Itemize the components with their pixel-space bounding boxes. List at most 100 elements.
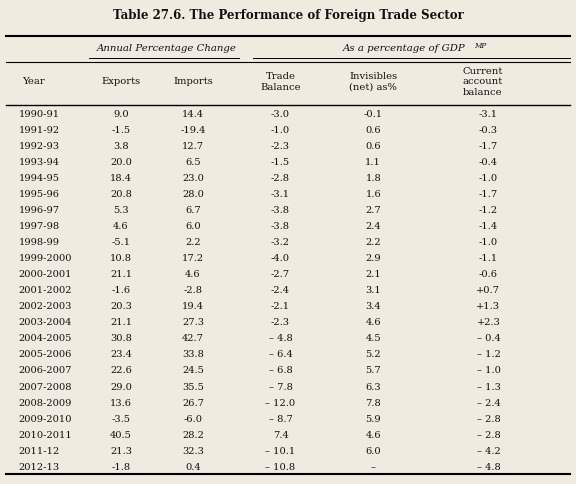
Text: 2008-2009: 2008-2009 [18, 398, 72, 407]
Text: 19.4: 19.4 [182, 302, 204, 311]
Text: – 2.8: – 2.8 [476, 430, 501, 439]
Text: – 4.2: – 4.2 [476, 446, 501, 455]
Text: -3.0: -3.0 [271, 109, 290, 119]
Text: -1.4: -1.4 [479, 222, 498, 230]
Text: -0.1: -0.1 [363, 109, 383, 119]
Text: 6.7: 6.7 [185, 206, 201, 214]
Text: MP: MP [475, 42, 487, 49]
Text: 5.2: 5.2 [365, 350, 381, 359]
Text: – 2.8: – 2.8 [476, 414, 501, 423]
Text: Table 27.6. The Performance of Foreign Trade Sector: Table 27.6. The Performance of Foreign T… [112, 9, 464, 22]
Text: 14.4: 14.4 [182, 109, 204, 119]
Text: – 6.4: – 6.4 [268, 350, 293, 359]
Text: 1990-91: 1990-91 [18, 109, 59, 119]
Text: 21.3: 21.3 [110, 446, 132, 455]
Text: -3.5: -3.5 [112, 414, 130, 423]
Text: -3.1: -3.1 [479, 109, 498, 119]
Text: -2.7: -2.7 [271, 270, 290, 279]
Text: 2.2: 2.2 [365, 238, 381, 247]
Text: -3.1: -3.1 [271, 190, 290, 198]
Text: 23.0: 23.0 [182, 174, 204, 182]
Text: – 10.1: – 10.1 [266, 446, 295, 455]
Text: 1993-94: 1993-94 [18, 158, 59, 166]
Text: -1.0: -1.0 [479, 174, 498, 182]
Text: -1.0: -1.0 [479, 238, 498, 247]
Text: 17.2: 17.2 [182, 254, 204, 263]
Text: -5.1: -5.1 [111, 238, 131, 247]
Text: – 6.8: – 6.8 [268, 366, 293, 375]
Text: -2.4: -2.4 [271, 286, 290, 295]
Text: 5.7: 5.7 [365, 366, 381, 375]
Text: -2.8: -2.8 [271, 174, 290, 182]
Text: 28.2: 28.2 [182, 430, 204, 439]
Text: -1.2: -1.2 [479, 206, 498, 214]
Text: 4.6: 4.6 [185, 270, 201, 279]
Text: 4.5: 4.5 [365, 333, 381, 343]
Text: 42.7: 42.7 [182, 333, 204, 343]
Text: 2006-2007: 2006-2007 [18, 366, 72, 375]
Text: 1997-98: 1997-98 [18, 222, 59, 230]
Text: – 0.4: – 0.4 [476, 333, 501, 343]
Text: 26.7: 26.7 [182, 398, 204, 407]
Text: 10.8: 10.8 [110, 254, 132, 263]
Text: 2005-2006: 2005-2006 [18, 350, 72, 359]
Text: 3.1: 3.1 [365, 286, 381, 295]
Text: 1999-2000: 1999-2000 [18, 254, 72, 263]
Text: 12.7: 12.7 [182, 141, 204, 151]
Text: 7.4: 7.4 [272, 430, 289, 439]
Text: -2.3: -2.3 [271, 318, 290, 327]
Text: -1.1: -1.1 [479, 254, 498, 263]
Text: 23.4: 23.4 [110, 350, 132, 359]
Text: -1.5: -1.5 [111, 125, 131, 135]
Text: As a percentage of GDP: As a percentage of GDP [343, 44, 466, 53]
Text: 30.8: 30.8 [110, 333, 132, 343]
Text: 0.6: 0.6 [365, 125, 381, 135]
Text: Current
account
balance: Current account balance [463, 67, 503, 97]
Text: -0.3: -0.3 [479, 125, 498, 135]
Text: – 10.8: – 10.8 [266, 462, 295, 471]
Text: 2.4: 2.4 [365, 222, 381, 230]
Text: -6.0: -6.0 [184, 414, 202, 423]
Text: 2.7: 2.7 [365, 206, 381, 214]
Text: 4.6: 4.6 [365, 430, 381, 439]
Text: 2003-2004: 2003-2004 [18, 318, 72, 327]
Text: 33.8: 33.8 [182, 350, 204, 359]
Text: – 7.8: – 7.8 [268, 382, 293, 391]
Text: -2.8: -2.8 [184, 286, 202, 295]
Text: 3.4: 3.4 [365, 302, 381, 311]
Text: 3.8: 3.8 [113, 141, 129, 151]
Text: 22.6: 22.6 [110, 366, 132, 375]
Text: 6.3: 6.3 [365, 382, 381, 391]
Text: 21.1: 21.1 [110, 270, 132, 279]
Text: Invisibles
(net) as%: Invisibles (net) as% [349, 72, 397, 91]
Text: +1.3: +1.3 [476, 302, 501, 311]
Text: 1.1: 1.1 [365, 158, 381, 166]
Text: -1.6: -1.6 [111, 286, 131, 295]
Text: Imports: Imports [173, 77, 213, 86]
Text: 2010-2011: 2010-2011 [18, 430, 72, 439]
Text: 1992-93: 1992-93 [18, 141, 59, 151]
Text: +0.7: +0.7 [476, 286, 501, 295]
Text: Trade
Balance: Trade Balance [260, 72, 301, 91]
Text: 1.6: 1.6 [365, 190, 381, 198]
Text: 2.9: 2.9 [365, 254, 381, 263]
Text: -2.1: -2.1 [271, 302, 290, 311]
Text: 1994-95: 1994-95 [18, 174, 59, 182]
Text: 5.9: 5.9 [365, 414, 381, 423]
Text: 1995-96: 1995-96 [18, 190, 59, 198]
Text: Annual Percentage Change: Annual Percentage Change [97, 44, 237, 53]
Text: -1.8: -1.8 [111, 462, 131, 471]
Text: -2.3: -2.3 [271, 141, 290, 151]
Text: 1.8: 1.8 [365, 174, 381, 182]
Text: 7.8: 7.8 [365, 398, 381, 407]
Text: 1998-99: 1998-99 [18, 238, 59, 247]
Text: 40.5: 40.5 [110, 430, 132, 439]
Text: -19.4: -19.4 [180, 125, 206, 135]
Text: 6.0: 6.0 [185, 222, 201, 230]
Text: 18.4: 18.4 [110, 174, 132, 182]
Text: 2000-2001: 2000-2001 [18, 270, 72, 279]
Text: – 4.8: – 4.8 [476, 462, 501, 471]
Text: -1.7: -1.7 [479, 190, 498, 198]
Text: Exports: Exports [101, 77, 141, 86]
Text: – 4.8: – 4.8 [268, 333, 293, 343]
